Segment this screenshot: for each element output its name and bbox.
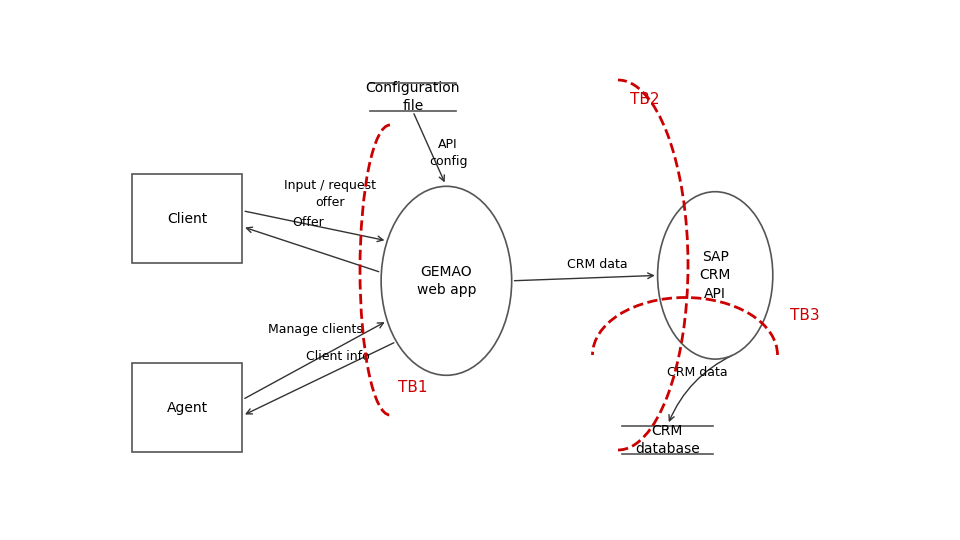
Text: Client info: Client info [306,350,370,363]
Text: Client: Client [167,212,207,226]
Text: Offer: Offer [292,215,324,228]
Text: CRM data: CRM data [666,366,728,379]
Text: Configuration
file: Configuration file [366,81,460,113]
Text: TB1: TB1 [398,381,427,395]
Bar [132,174,242,263]
Text: TB2: TB2 [630,92,660,107]
Text: CRM data: CRM data [566,258,627,271]
Text: TB3: TB3 [790,307,820,322]
Text: Manage clients: Manage clients [268,323,363,336]
Text: API
config: API config [429,138,468,167]
Text: SAP
CRM
API: SAP CRM API [700,250,731,301]
Ellipse shape [658,192,773,359]
Ellipse shape [381,186,512,375]
Text: GEMAO
web app: GEMAO web app [417,265,476,297]
Text: CRM
database: CRM database [635,424,700,456]
Bar [132,363,242,453]
Text: Agent: Agent [167,401,207,415]
Text: Input / request
offer: Input / request offer [284,179,376,208]
